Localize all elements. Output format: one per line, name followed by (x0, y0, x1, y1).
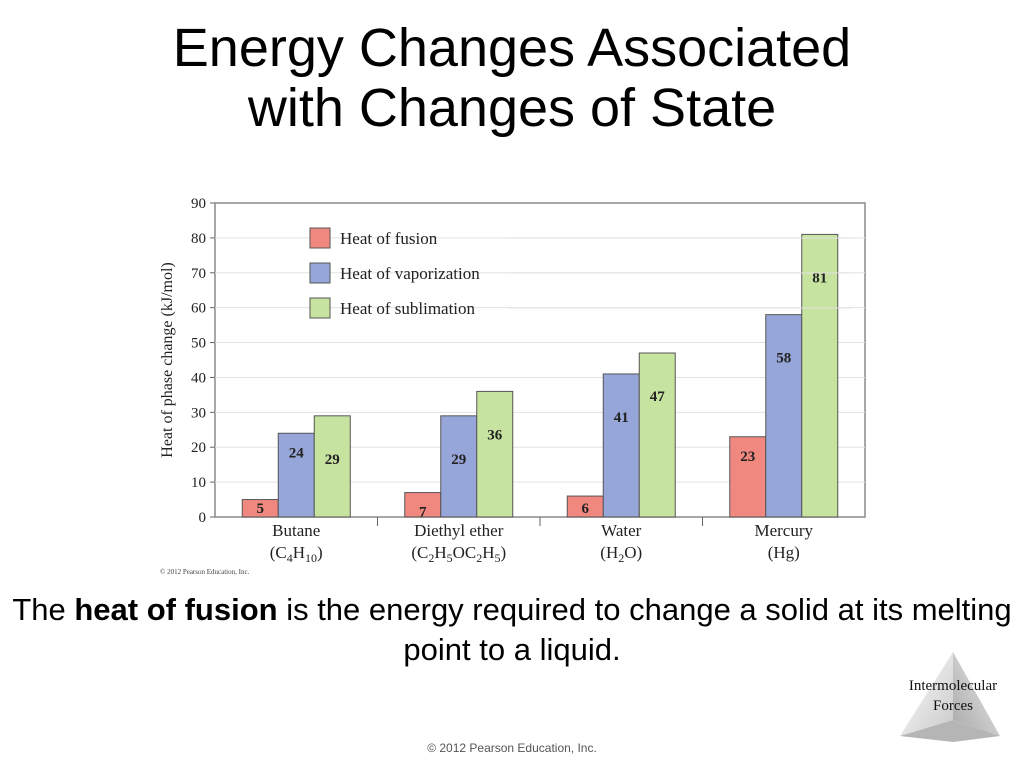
bar (440, 415, 478, 518)
formula-text: (Hg) (768, 543, 800, 562)
formula-subscript: 2 (476, 551, 482, 565)
x-category-label: Water (601, 521, 641, 540)
y-tick-label: 90 (191, 196, 206, 212)
badge-label-line1: Intermolecular (908, 678, 998, 694)
data-label: 29 (451, 452, 466, 468)
y-axis-label: Heat of phase change (kJ/mol) (159, 262, 176, 457)
data-label: 36 (487, 427, 503, 443)
bar (476, 390, 514, 518)
formula-text: H (434, 543, 446, 562)
caption-post: is the energy required to change a solid… (277, 592, 1012, 667)
data-label: 41 (614, 410, 629, 426)
x-category-label: Diethyl ether (414, 521, 504, 540)
formula-text: H (482, 543, 494, 562)
data-label: 7 (419, 505, 427, 521)
caption: The heat of fusion is the energy require… (0, 590, 1024, 670)
badge-label-line2: Forces (933, 698, 973, 714)
data-label: 23 (740, 449, 755, 465)
legend-swatch (309, 297, 331, 319)
formula-subscript: 2 (618, 551, 624, 565)
caption-bold: heat of fusion (74, 592, 278, 627)
bar (638, 352, 676, 518)
data-label: 24 (289, 445, 305, 461)
formula-text: ) (317, 543, 323, 562)
y-tick-label: 10 (191, 475, 206, 491)
x-category-formula: (H2​O) (600, 543, 642, 565)
phase-change-bar-chart: 0 10 20 30 40 50 60 70 80 90 Heat of phase change … (159, 196, 866, 576)
y-tick-label: 40 (191, 370, 206, 386)
bar (602, 373, 640, 518)
formula-text: (C (411, 543, 428, 562)
bar (313, 415, 351, 518)
slide-title: Energy Changes Associated with Changes o… (0, 18, 1024, 138)
y-tick-label: 20 (191, 440, 206, 456)
formula-text: H (293, 543, 305, 562)
pyramid-icon (900, 652, 1000, 742)
badge-label: Intermolecular Forces (888, 676, 1018, 716)
formula-text: O) (624, 543, 642, 562)
data-label: 81 (812, 270, 827, 286)
formula-text: ) (501, 543, 507, 562)
legend-swatch (309, 262, 331, 284)
formula-text: OC (453, 543, 477, 562)
formula-subscript: 2 (428, 551, 434, 565)
legend-swatch (309, 227, 331, 249)
legend-label: Heat of fusion (340, 229, 438, 248)
formula-subscript: 10 (305, 551, 317, 565)
formula-text: (H (600, 543, 618, 562)
y-tick-label: 30 (191, 405, 206, 421)
legend-label: Heat of sublimation (340, 299, 476, 318)
formula-subscript: 4 (287, 551, 293, 565)
bar (729, 436, 767, 518)
slide-title-line2: with Changes of State (247, 78, 777, 138)
formula-subscript: 5 (447, 551, 453, 565)
x-category-formula: (C4​H10​) (270, 543, 323, 565)
data-label: 29 (325, 452, 340, 468)
bar (765, 314, 803, 518)
slide-title-line1: Energy Changes Associated (172, 18, 852, 78)
y-tick-label: 60 (191, 301, 206, 317)
data-label: 5 (257, 501, 265, 517)
intermolecular-forces-badge: Intermolecular Forces (888, 650, 1018, 742)
data-label: 58 (776, 351, 791, 367)
bar (801, 233, 839, 518)
y-tick-label: 0 (199, 510, 207, 526)
y-tick-label: 50 (191, 336, 206, 352)
legend-label: Heat of vaporization (340, 264, 480, 283)
formula-text: (C (270, 543, 287, 562)
x-category-label: Butane (272, 521, 320, 540)
y-tick-label: 70 (191, 266, 206, 282)
x-category-formula: (C2​H5​OC2​H5​) (411, 543, 506, 565)
caption-pre: The (12, 592, 75, 627)
x-category-formula: (Hg) (768, 543, 800, 562)
footer-copyright: © 2012 Pearson Education, Inc. (427, 741, 597, 755)
formula-subscript: 5 (495, 551, 501, 565)
x-category-label: Mercury (754, 521, 813, 540)
data-label: 6 (582, 501, 590, 517)
chart-copyright: © 2012 Pearson Education, Inc. (160, 568, 250, 576)
data-label: 47 (650, 389, 666, 405)
y-tick-label: 80 (191, 231, 206, 247)
